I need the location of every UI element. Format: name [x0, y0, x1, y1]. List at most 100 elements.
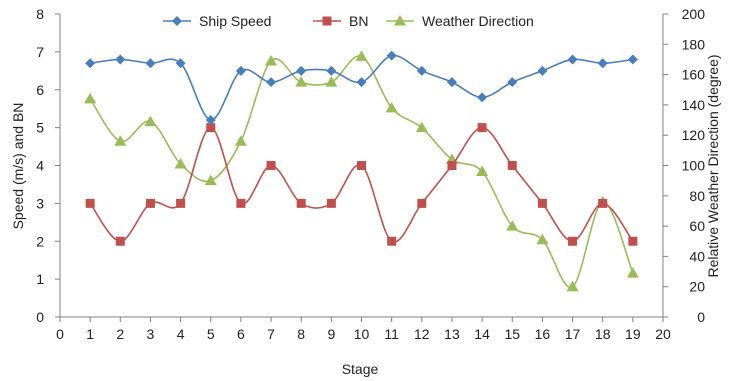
data-point-weather-direction [325, 76, 338, 87]
series-bn [85, 123, 638, 246]
data-point-bn [206, 123, 216, 133]
data-point-bn [115, 236, 125, 246]
x-tick-label: 7 [267, 326, 275, 342]
y-tick-label: 5 [36, 120, 44, 136]
y2-tick-label: 160 [682, 67, 706, 83]
y2-tick-label: 60 [689, 218, 705, 234]
x-tick-label: 3 [147, 326, 155, 342]
data-point-ship-speed [386, 50, 397, 61]
data-point-weather-direction [566, 280, 579, 292]
y2-tick-label: 200 [682, 6, 706, 22]
y2-tick-label: 180 [682, 36, 706, 52]
data-point-weather-direction [234, 135, 247, 146]
data-point-ship-speed [85, 58, 96, 69]
data-point-ship-speed [567, 54, 578, 65]
data-point-ship-speed [356, 77, 367, 88]
series-line-bn [89, 126, 634, 243]
data-point-ship-speed [266, 77, 277, 88]
data-point-bn [387, 236, 397, 246]
data-point-ship-speed [537, 65, 548, 76]
x-tick-label: 13 [444, 326, 460, 342]
data-point-bn [176, 198, 186, 208]
legend-item-bn: BN [313, 13, 368, 29]
x-tick-label: 1 [86, 326, 94, 342]
x-tick-label: 8 [297, 326, 305, 342]
data-point-bn [477, 123, 487, 133]
data-point-weather-direction [114, 135, 127, 146]
x-tick-label: 15 [504, 326, 520, 342]
y-tick-label: 8 [36, 6, 44, 22]
data-point-ship-speed [296, 65, 307, 76]
data-point-weather-direction [626, 267, 639, 278]
x-tick-label: 18 [595, 326, 611, 342]
data-point-ship-speed [597, 58, 608, 69]
data-point-weather-direction [385, 101, 398, 113]
y2-tick-label: 80 [689, 188, 705, 204]
y-tick-label: 3 [36, 195, 44, 211]
y-tick-label: 7 [36, 44, 44, 60]
legend-label-weather-direction: Weather Direction [422, 13, 534, 29]
data-point-ship-speed [326, 65, 337, 76]
x-tick-label: 6 [237, 326, 245, 342]
legend-item-ship-speed: Ship Speed [163, 13, 271, 29]
x-tick-label: 19 [625, 326, 641, 342]
left-y-axis-title: Speed (m/s) and BN [10, 103, 26, 230]
y2-tick-label: 100 [682, 158, 706, 174]
x-tick-label: 2 [116, 326, 124, 342]
series-line-weather-direction [89, 55, 634, 288]
legend-item-weather-direction: Weather Direction [386, 13, 534, 29]
legend-marker-bn [322, 16, 332, 26]
y-tick-label: 1 [36, 271, 44, 287]
data-point-weather-direction [204, 174, 217, 186]
data-point-bn [236, 198, 246, 208]
series-line-ship-speed [90, 54, 633, 121]
data-point-bn [85, 198, 95, 208]
data-point-bn [296, 198, 306, 208]
data-point-weather-direction [295, 76, 308, 87]
data-point-bn [266, 161, 276, 170]
y2-tick-label: 140 [682, 97, 706, 113]
data-point-bn [326, 198, 336, 208]
series-layer [84, 50, 639, 292]
data-point-ship-speed [175, 58, 186, 69]
x-tick-label: 17 [565, 326, 581, 342]
x-tick-label: 0 [56, 326, 64, 342]
x-tick-label: 9 [327, 326, 335, 342]
series-ship-speed [85, 50, 638, 126]
data-point-bn [447, 161, 457, 170]
y2-tick-label: 0 [697, 309, 705, 325]
data-point-bn [145, 198, 155, 208]
data-point-ship-speed [145, 58, 156, 69]
data-point-bn [628, 236, 638, 246]
x-axis-title: Stage [342, 361, 379, 377]
y2-tick-label: 20 [689, 279, 705, 295]
data-point-weather-direction [506, 220, 519, 231]
y-tick-label: 2 [36, 233, 44, 249]
right-y-axis-title: Relative Weather Direction (degree) [705, 54, 721, 277]
x-tick-label: 4 [177, 326, 185, 342]
right-y-tick-labels: 0 20 40 60 80 100 120 140 160 180 200 [682, 6, 706, 325]
data-point-ship-speed [205, 115, 216, 126]
x-tick-labels: 0 1 2 3 4 5 6 7 8 9 10 11 12 13 14 15 16 17 18 19 20 [56, 326, 671, 342]
y-tick-label: 6 [36, 82, 44, 98]
data-point-bn [568, 236, 578, 246]
legend-marker-weather-direction [394, 15, 406, 26]
data-point-ship-speed [446, 77, 457, 88]
data-point-bn [598, 198, 608, 208]
data-point-weather-direction [144, 115, 157, 127]
data-point-weather-direction [174, 157, 187, 169]
x-tick-label: 20 [655, 326, 671, 342]
data-point-ship-speed [416, 65, 427, 76]
y-tick-label: 0 [36, 309, 44, 325]
y2-tick-label: 40 [689, 248, 705, 264]
legend: Ship Speed BN Weather Direction [163, 13, 534, 29]
data-point-bn [507, 161, 517, 170]
data-point-ship-speed [627, 54, 638, 65]
x-tick-label: 16 [535, 326, 551, 342]
x-tick-label: 12 [414, 326, 430, 342]
data-point-weather-direction [476, 165, 489, 177]
axes [55, 13, 668, 322]
data-point-bn [417, 198, 427, 208]
legend-marker-ship-speed [172, 16, 182, 26]
